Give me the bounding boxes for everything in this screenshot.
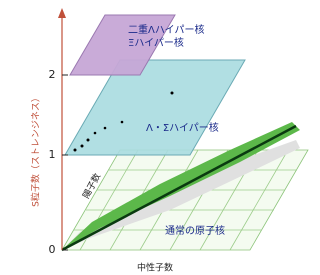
nuclear-chart-diagram: 0 1 2 S粒子数（ストレンジネス） 二重Λハイパー核 Ξハイパー核 Λ・Σハ… <box>0 0 312 275</box>
plane-label: Ξハイパー核 <box>128 36 184 49</box>
vertical-axis-label: S粒子数（ストレンジネス） <box>30 93 42 207</box>
axis-arrow <box>58 8 66 18</box>
tick-label: 0 <box>49 243 56 256</box>
plane-label: 通常の原子核 <box>165 224 225 237</box>
neutron-axis-label: 中性子数 <box>137 262 173 274</box>
plane-label: 二重Λハイパー核 <box>128 23 204 36</box>
tick-label: 2 <box>49 68 56 81</box>
tick-label: 1 <box>49 148 56 161</box>
plane-label: Λ・Σハイパー核 <box>146 121 219 134</box>
